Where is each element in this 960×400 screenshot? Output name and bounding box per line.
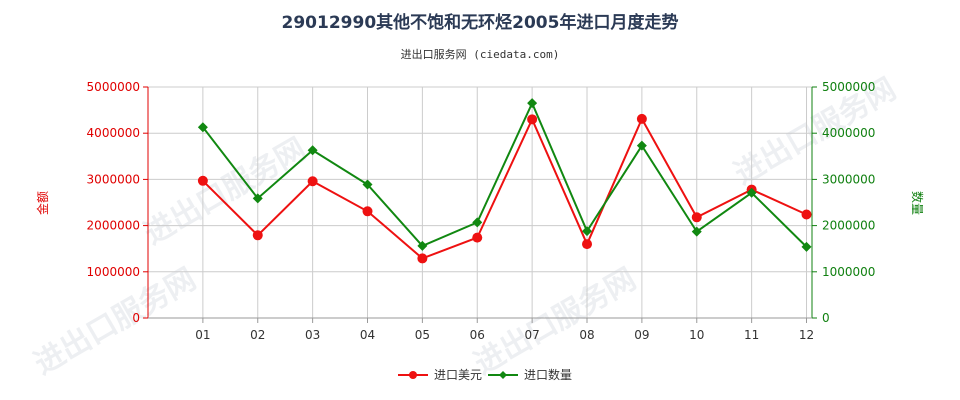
left-tick-label: 3000000 [87, 172, 140, 186]
x-tick-label: 11 [744, 328, 759, 342]
series-2-point [746, 187, 757, 198]
left-tick-label: 4000000 [87, 126, 140, 140]
chart-title: 29012990其他不饱和无环烃2005年进口月度走势 [282, 12, 679, 33]
left-axis-ticks: 0 1000000 2000000 3000000 4000000 5000000 [87, 80, 148, 325]
x-axis-ticks: 01 02 03 04 05 06 07 08 09 10 11 12 [195, 318, 814, 342]
right-tick-label: 4000000 [822, 126, 875, 140]
series-2-point [691, 226, 702, 237]
series-layer [197, 98, 812, 264]
x-tick-label: 10 [689, 328, 704, 342]
axes [147, 87, 813, 319]
chart-subtitle: 进出口服务网 (ciedata.com) [401, 47, 560, 61]
series-1-point [691, 212, 702, 223]
x-tick-label: 07 [524, 328, 539, 342]
series-2-point [527, 98, 538, 109]
series-2-point [636, 140, 647, 151]
legend-marker-1 [409, 371, 417, 379]
x-tick-label: 04 [360, 328, 375, 342]
x-tick-label: 09 [634, 328, 649, 342]
x-tick-label: 12 [799, 328, 814, 342]
series-1-point [252, 230, 263, 241]
watermark-text: 进出口服务网 [729, 72, 902, 192]
left-tick-label: 2000000 [87, 219, 140, 233]
series-1-point [801, 209, 812, 220]
right-tick-label: 3000000 [822, 172, 875, 186]
series-2-point [582, 226, 593, 237]
x-tick-label: 05 [415, 328, 430, 342]
x-tick-label: 03 [305, 328, 320, 342]
watermark-text: 进出口服务网 [29, 262, 202, 382]
right-tick-label: 2000000 [822, 219, 875, 233]
series-2-point [417, 240, 428, 251]
series-2-point [472, 217, 483, 228]
legend-label-1: 进口美元 [434, 368, 482, 382]
series-1-point [527, 114, 538, 125]
series-1-point [362, 206, 373, 217]
right-axis-ticks: 0 1000000 2000000 3000000 4000000 5000000 [812, 80, 875, 325]
series-2-point [252, 193, 263, 204]
left-tick-label: 0 [132, 311, 140, 325]
x-tick-label: 02 [250, 328, 265, 342]
series-1-point [417, 253, 428, 264]
left-tick-label: 5000000 [87, 80, 140, 94]
series-1-point [197, 175, 208, 186]
legend-label-2: 进口数量 [524, 367, 572, 382]
x-tick-label: 01 [195, 328, 210, 342]
series-2-point [197, 122, 208, 133]
right-tick-label: 5000000 [822, 80, 875, 94]
series-1-point [472, 232, 483, 243]
left-tick-label: 1000000 [87, 265, 140, 279]
grid-lines [148, 86, 812, 319]
series-2-point [801, 241, 812, 252]
right-axis-title: 数量 [910, 191, 925, 215]
series-line-2 [202, 100, 808, 248]
x-tick-label: 08 [579, 328, 594, 342]
series-line-1 [202, 116, 807, 260]
series-1-point [636, 113, 647, 124]
watermark-text: 进出口服务网 [469, 262, 642, 382]
legend: 进口美元 进口数量 [398, 367, 572, 382]
watermark-text: 进出口服务网 [139, 132, 312, 252]
right-tick-label: 0 [822, 311, 830, 325]
x-tick-label: 06 [470, 328, 485, 342]
legend-marker-2 [499, 371, 507, 379]
series-1-point [307, 176, 318, 187]
series-1-point [582, 239, 593, 250]
left-axis-title: 金额 [35, 191, 50, 215]
series-2-point [362, 179, 373, 190]
right-tick-label: 1000000 [822, 265, 875, 279]
series-2-point [307, 145, 318, 156]
